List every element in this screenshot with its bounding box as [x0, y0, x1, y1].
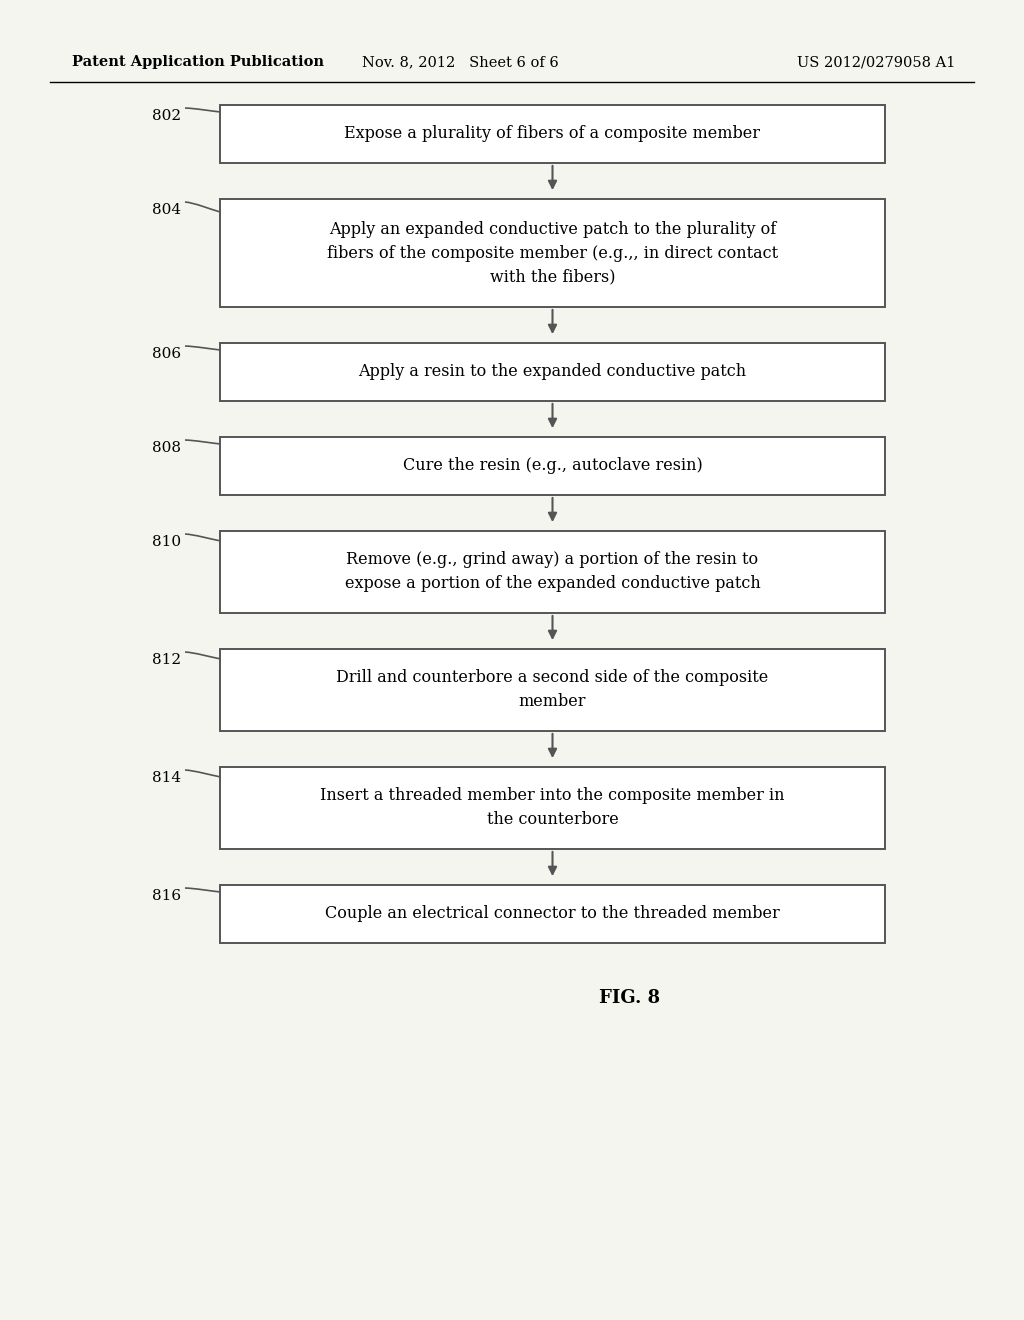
Text: Apply an expanded conductive patch to the plurality of: Apply an expanded conductive patch to th…	[329, 220, 776, 238]
Bar	[220, 199, 885, 308]
Text: 808: 808	[152, 441, 181, 455]
Text: 806: 806	[152, 347, 181, 360]
Text: with the fibers): with the fibers)	[489, 268, 615, 285]
Text: member: member	[519, 693, 587, 710]
Text: 814: 814	[152, 771, 181, 785]
Text: 816: 816	[152, 888, 181, 903]
Text: Expose a plurality of fibers of a composite member: Expose a plurality of fibers of a compos…	[344, 125, 761, 143]
Text: Remove (e.g., grind away) a portion of the resin to: Remove (e.g., grind away) a portion of t…	[346, 552, 759, 569]
Text: Apply a resin to the expanded conductive patch: Apply a resin to the expanded conductive…	[358, 363, 746, 380]
Text: Drill and counterbore a second side of the composite: Drill and counterbore a second side of t…	[336, 669, 769, 686]
Bar	[220, 649, 885, 731]
Text: Cure the resin (e.g., autoclave resin): Cure the resin (e.g., autoclave resin)	[402, 458, 702, 474]
Text: Patent Application Publication: Patent Application Publication	[72, 55, 324, 69]
Bar	[220, 767, 885, 849]
Text: Insert a threaded member into the composite member in: Insert a threaded member into the compos…	[321, 788, 784, 804]
Text: 810: 810	[152, 535, 181, 549]
Text: expose a portion of the expanded conductive patch: expose a portion of the expanded conduct…	[345, 576, 761, 593]
Text: the counterbore: the counterbore	[486, 812, 618, 829]
Text: fibers of the composite member (e.g.,, in direct contact: fibers of the composite member (e.g.,, i…	[327, 244, 778, 261]
Text: 802: 802	[152, 110, 181, 123]
Bar	[220, 343, 885, 401]
Bar	[220, 884, 885, 942]
Text: Couple an electrical connector to the threaded member: Couple an electrical connector to the th…	[326, 906, 780, 923]
Text: US 2012/0279058 A1: US 2012/0279058 A1	[797, 55, 955, 69]
Text: 804: 804	[152, 203, 181, 216]
Text: Nov. 8, 2012   Sheet 6 of 6: Nov. 8, 2012 Sheet 6 of 6	[361, 55, 558, 69]
Bar	[220, 531, 885, 612]
Text: FIG. 8: FIG. 8	[599, 989, 660, 1007]
Text: 812: 812	[152, 653, 181, 667]
Bar	[220, 437, 885, 495]
Bar	[220, 106, 885, 162]
